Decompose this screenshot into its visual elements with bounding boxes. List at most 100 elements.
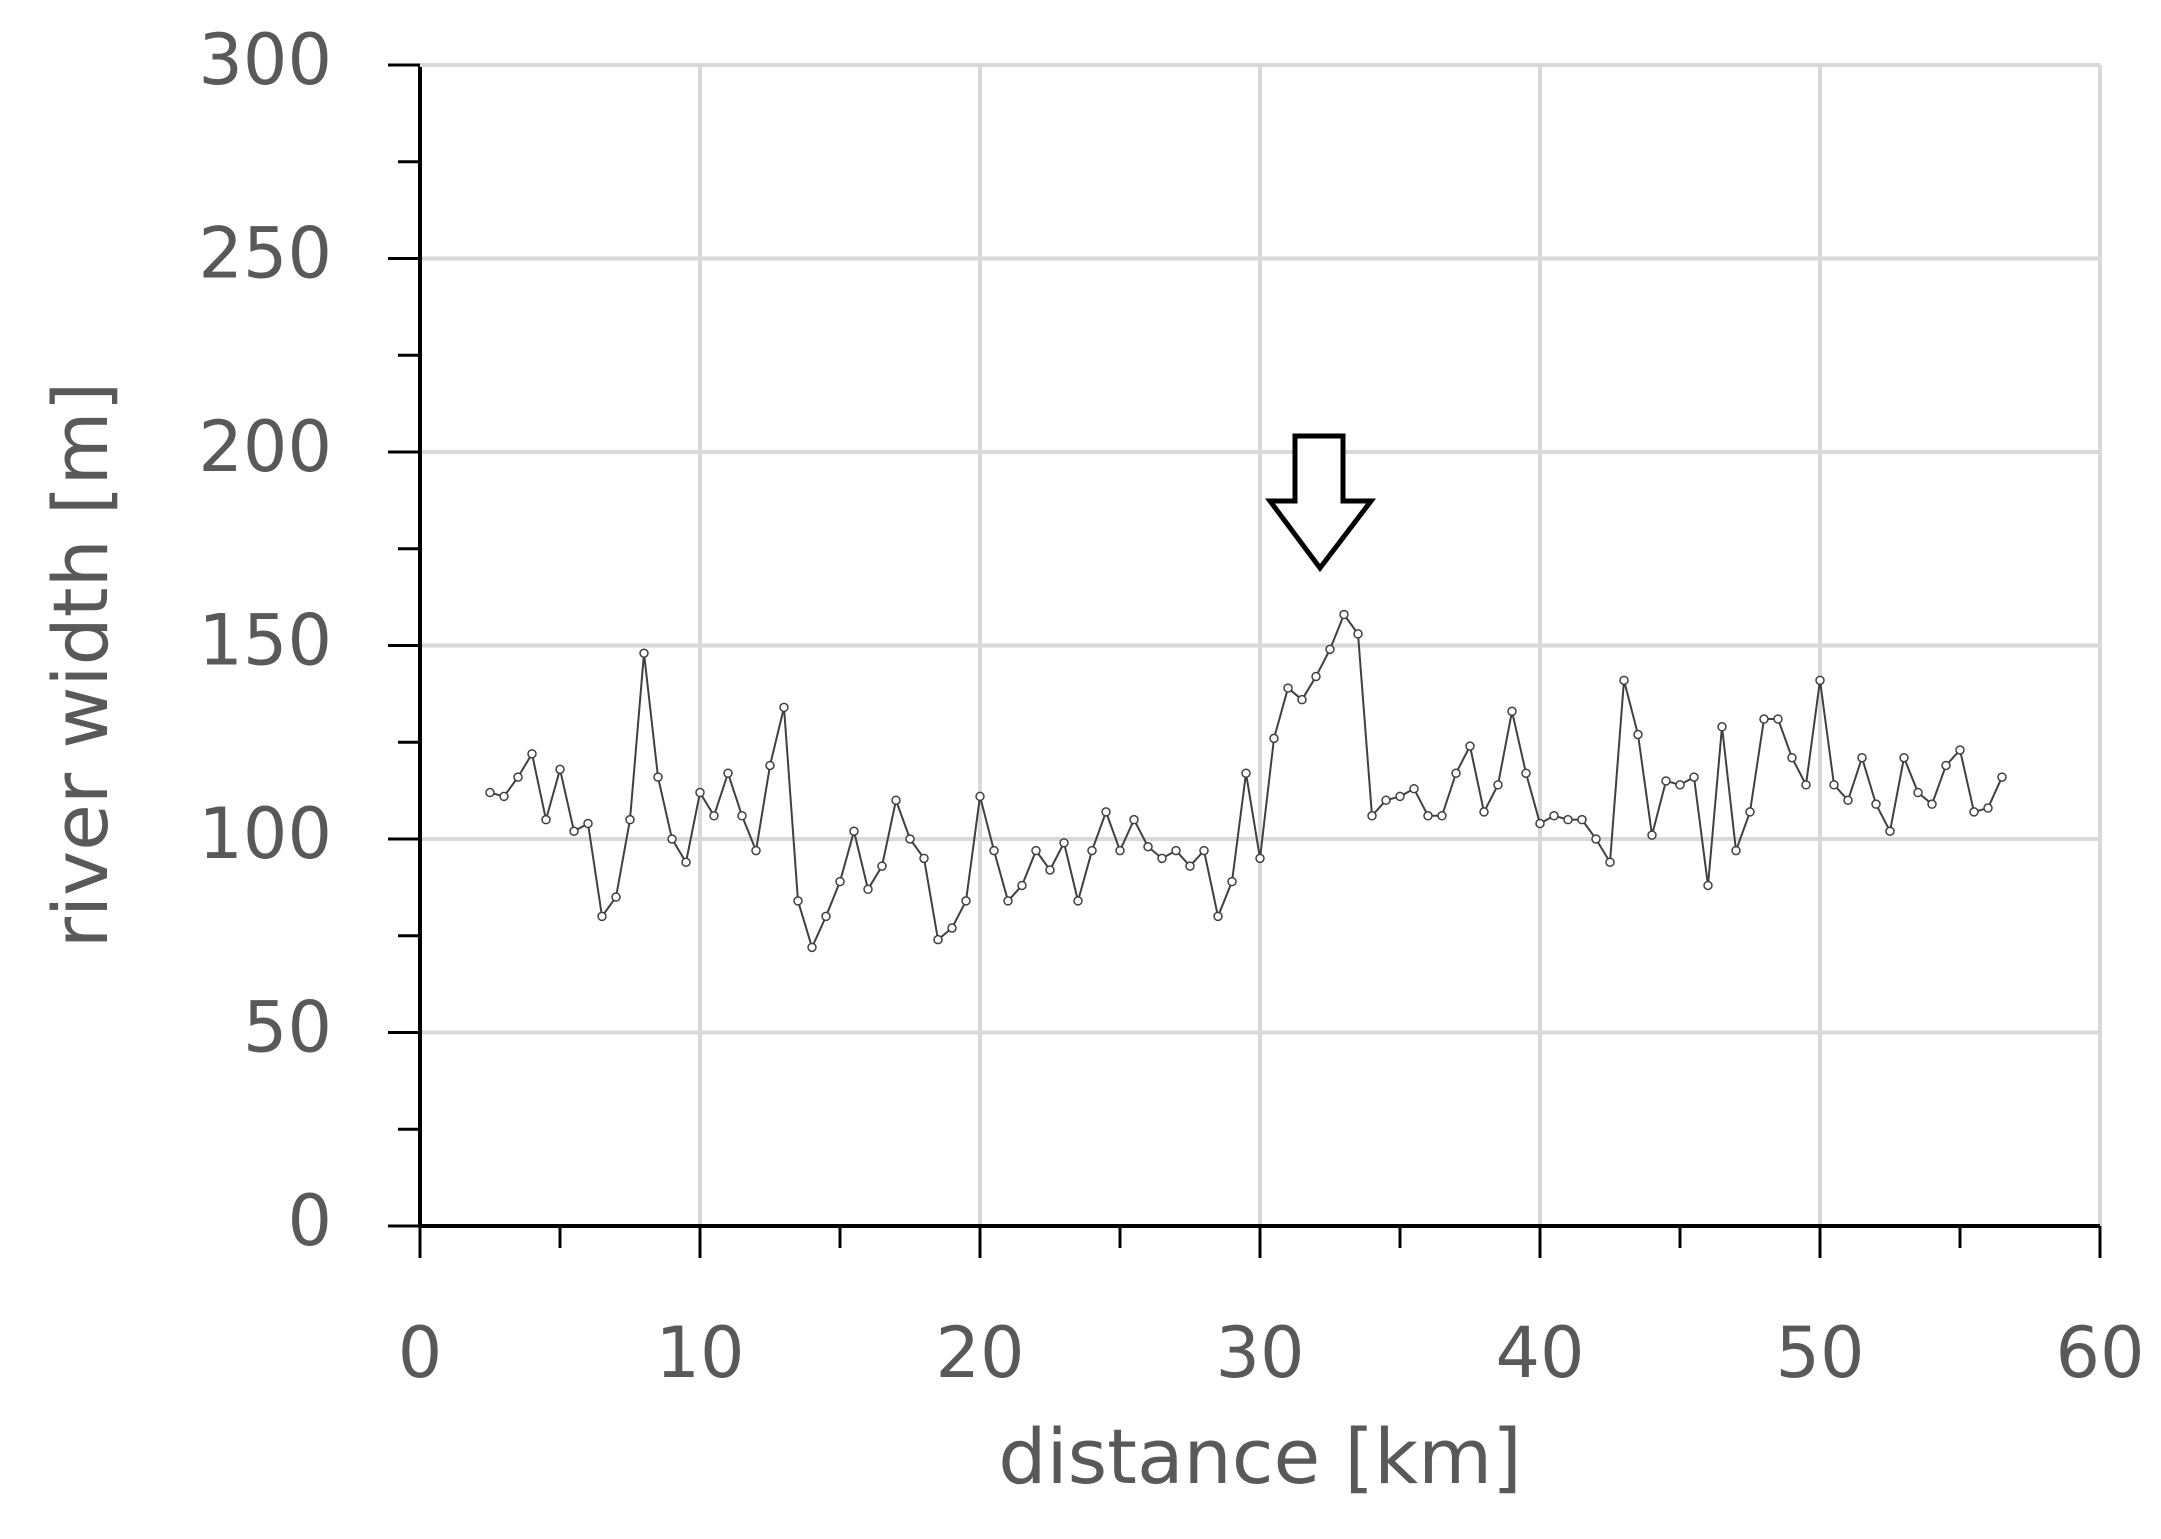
data-point xyxy=(1983,803,1993,813)
data-point xyxy=(1717,722,1727,732)
data-point xyxy=(1395,791,1405,802)
data-point xyxy=(1241,768,1251,778)
data-point xyxy=(1759,714,1769,724)
data-point xyxy=(1969,807,1979,817)
data-point xyxy=(1297,694,1307,705)
x-axis-label: distance [km] xyxy=(998,1412,1522,1501)
data-point xyxy=(1563,814,1573,825)
x-tick-label: 20 xyxy=(935,1312,1024,1394)
y-tick-label: 0 xyxy=(287,1180,332,1262)
data-point xyxy=(1787,752,1797,763)
data-point xyxy=(1451,768,1461,778)
data-point xyxy=(1605,857,1615,867)
data-point xyxy=(1535,818,1545,829)
data-point xyxy=(1591,834,1601,844)
data-point xyxy=(723,768,733,778)
plot-area: 0 50 100 150 200 250 300 0 10 20 30 40 50 60 xyxy=(198,19,2144,1394)
data-point xyxy=(877,861,887,871)
data-point xyxy=(1997,772,2007,782)
data-point xyxy=(863,884,873,895)
data-point xyxy=(625,814,635,825)
data-point xyxy=(1829,780,1839,790)
data-point xyxy=(1479,807,1489,817)
data-point xyxy=(583,818,593,829)
data-point xyxy=(1619,675,1629,686)
data-point xyxy=(1003,896,1013,906)
data-point xyxy=(1367,811,1377,821)
y-axis-label: river width [m] xyxy=(36,382,125,948)
data-point xyxy=(639,648,649,658)
data-point xyxy=(975,791,985,802)
x-tick-label: 0 xyxy=(398,1312,443,1394)
data-point xyxy=(947,923,957,933)
data-point xyxy=(1031,845,1041,856)
data-point xyxy=(1689,772,1699,782)
data-point xyxy=(933,934,943,945)
data-point xyxy=(1577,814,1587,825)
y-tick-label: 50 xyxy=(243,987,332,1069)
data-point xyxy=(1815,675,1825,686)
data-point xyxy=(1913,787,1923,798)
data-point xyxy=(1633,729,1643,740)
data-point xyxy=(667,834,677,844)
data-point xyxy=(1381,795,1391,806)
data-point xyxy=(1885,826,1895,837)
data-point xyxy=(821,911,831,922)
data-point xyxy=(1941,760,1951,771)
data-point xyxy=(1857,752,1867,763)
data-point xyxy=(1101,807,1111,817)
data-point xyxy=(1325,644,1335,655)
data-point xyxy=(1675,780,1685,790)
data-point xyxy=(1185,861,1195,871)
data-point xyxy=(569,826,579,837)
data-point xyxy=(989,845,999,856)
data-point xyxy=(1423,811,1433,821)
data-point xyxy=(1269,733,1279,744)
data-point xyxy=(905,834,915,844)
data-point xyxy=(1493,780,1503,790)
data-point xyxy=(1955,745,1965,755)
x-tick-label: 30 xyxy=(1215,1312,1304,1394)
data-point xyxy=(1703,880,1713,891)
data-point xyxy=(597,911,607,922)
data-point xyxy=(1059,838,1069,848)
data-point xyxy=(1549,811,1559,821)
data-point xyxy=(499,791,509,802)
y-tick-label: 250 xyxy=(198,213,332,295)
data-point xyxy=(1339,609,1349,620)
data-point xyxy=(1521,768,1531,778)
y-tick-label: 200 xyxy=(198,406,332,488)
data-point xyxy=(891,795,901,806)
data-point xyxy=(751,845,761,856)
data-point xyxy=(513,772,523,782)
data-line xyxy=(489,612,2003,951)
data-point xyxy=(555,764,565,775)
data-point xyxy=(1199,845,1209,856)
data-point xyxy=(1129,814,1139,825)
data-point xyxy=(695,787,705,798)
data-point xyxy=(835,876,845,887)
data-point xyxy=(1311,671,1321,682)
data-point xyxy=(849,826,859,837)
data-point xyxy=(1409,783,1419,794)
data-point xyxy=(1661,776,1671,786)
data-point xyxy=(1899,752,1909,763)
y-tick-label: 150 xyxy=(198,600,332,682)
data-point xyxy=(611,892,621,902)
data-point xyxy=(1255,853,1265,864)
data-point xyxy=(1227,876,1237,887)
data-point xyxy=(1801,780,1811,790)
arrow-annotation xyxy=(1265,433,1377,573)
data-point xyxy=(1731,845,1741,856)
x-tick-label: 40 xyxy=(1495,1312,1584,1394)
data-point xyxy=(1115,845,1125,856)
data-point xyxy=(1871,799,1881,809)
data-point xyxy=(1507,706,1517,717)
data-point xyxy=(1437,811,1447,821)
data-point xyxy=(1045,865,1055,875)
data-point xyxy=(485,787,495,798)
data-point xyxy=(765,760,775,771)
data-point xyxy=(793,896,803,906)
